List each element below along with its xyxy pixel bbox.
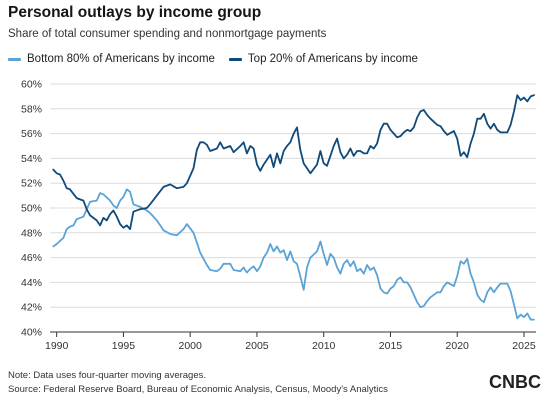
y-tick-label: 52%: [21, 178, 42, 190]
y-tick-label: 48%: [21, 227, 42, 239]
legend-item-bottom-80: Bottom 80% of Americans by income: [8, 53, 215, 65]
y-tick-label: 40%: [21, 327, 42, 339]
series-line-top-20: [52, 94, 535, 230]
y-tick-label: 56%: [21, 128, 42, 140]
legend-item-top-20: Top 20% of Americans by income: [228, 53, 418, 65]
x-tick-label: 2010: [312, 340, 336, 352]
chart-legend: Bottom 80% of Americans by income Top 20…: [8, 53, 432, 65]
legend-swatch-top-20: [228, 57, 242, 61]
x-tick-label: 2000: [179, 340, 203, 352]
x-tick-label: 2005: [245, 340, 269, 352]
chart-title: Personal outlays by income group: [8, 4, 262, 21]
chart-subtitle: Share of total consumer spending and non…: [8, 28, 327, 40]
legend-label-bottom-80: Bottom 80% of Americans by income: [27, 53, 215, 65]
cnbc-logo: CNBC: [489, 372, 541, 392]
x-tick-label: 2020: [446, 340, 470, 352]
y-tick-label: 50%: [21, 203, 42, 215]
chart-note: Note: Data uses four-quarter moving aver…: [8, 370, 207, 381]
x-tick-label: 2015: [379, 340, 403, 352]
cnbc-logo-text: CNBC: [489, 372, 541, 392]
y-tick-label: 60%: [21, 79, 42, 91]
y-tick-label: 58%: [21, 103, 42, 115]
y-tick-label: 44%: [21, 277, 42, 289]
y-tick-label: 54%: [21, 153, 42, 165]
series-line-bottom-80: [52, 188, 535, 321]
chart-source: Source: Federal Reserve Board, Bureau of…: [8, 384, 388, 395]
x-tick-label: 2025: [512, 340, 536, 352]
y-tick-label: 42%: [21, 302, 42, 314]
legend-swatch-bottom-80: [8, 57, 21, 61]
x-tick-label: 1990: [45, 340, 69, 352]
x-tick-label: 1995: [112, 340, 136, 352]
legend-label-top-20: Top 20% of Americans by income: [247, 53, 418, 65]
y-tick-label: 46%: [21, 252, 42, 264]
